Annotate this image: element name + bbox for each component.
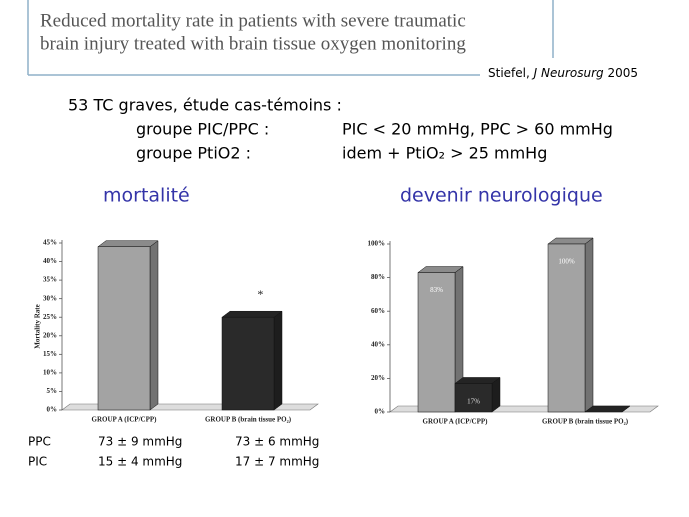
group: groupe PIC/PPC : (136, 120, 269, 139)
y-tick-label: 25% (43, 313, 57, 321)
y-axis-label: Mortality Rate (34, 304, 42, 349)
y-tick-label: 40% (43, 257, 57, 265)
y-tick-label: 35% (43, 276, 57, 284)
bar (221, 316, 275, 411)
criteria: idem + PtiO₂ > 25 mmHg (342, 144, 547, 163)
y-tick-label: 40% (371, 340, 385, 348)
bar (417, 272, 456, 413)
bar (547, 243, 586, 413)
bar-side (584, 237, 594, 413)
bar (97, 246, 151, 411)
bar-top (97, 240, 159, 247)
citation: Stiefel, J Neurosurg 2005 (488, 66, 638, 80)
bar-side (273, 310, 283, 411)
title: Reduced mortality rate in patients with … (40, 10, 466, 31)
x-tick-label: GROUP B (brain tissue PO₂) (205, 416, 292, 424)
y-tick-label: 100% (368, 240, 386, 248)
criteria: PIC < 20 mmHg, PPC > 60 mmHg (342, 120, 613, 139)
chart-title: devenir neurologique (400, 185, 603, 207)
cell: 17 ± 7 mmHg (235, 455, 319, 469)
bar-top (547, 237, 594, 245)
cell: 73 ± 6 mmHg (235, 435, 319, 449)
value-label: 17% (467, 398, 480, 406)
x-tick-label: GROUP A (ICP/CPP) (423, 418, 489, 426)
y-tick-label: 80% (371, 273, 385, 281)
y-tick-label: 15% (43, 350, 57, 358)
y-tick-label: 0% (47, 406, 58, 414)
y-tick-label: 30% (43, 294, 57, 302)
bar-top (221, 310, 283, 318)
chart-title: mortalité (103, 185, 190, 207)
cell: PPC (28, 435, 51, 449)
journal: J Neurosurg (532, 66, 604, 80)
y-tick-label: 5% (47, 387, 58, 395)
bar-side (149, 240, 159, 411)
value-label: 100% (558, 258, 575, 266)
x-tick-label: GROUP A (ICP/CPP) (92, 416, 158, 424)
cell: 15 ± 4 mmHg (98, 455, 182, 469)
heading: 53 TC graves, étude cas-témoins : (68, 96, 342, 115)
year: 2005 (607, 66, 638, 80)
value-label: 83% (430, 286, 443, 294)
cell: 73 ± 9 mmHg (98, 435, 182, 449)
bar (454, 383, 493, 413)
y-tick-label: 60% (371, 307, 385, 315)
bar-top (454, 377, 501, 384)
y-tick-label: 0% (375, 408, 386, 416)
y-tick-label: 10% (43, 368, 57, 376)
annotation: * (257, 287, 263, 301)
y-tick-label: 20% (43, 331, 57, 339)
x-tick-label: GROUP B (brain tissue PO₂) (542, 418, 629, 426)
author: Stiefel, (488, 66, 530, 80)
y-tick-label: 45% (43, 239, 57, 247)
title: brain injury treated with brain tissue o… (40, 33, 466, 54)
cell: PIC (28, 455, 47, 469)
bar-top (417, 266, 464, 273)
bar-top (584, 405, 631, 413)
y-tick-label: 20% (371, 374, 385, 382)
group: groupe PtiO2 : (136, 144, 251, 163)
